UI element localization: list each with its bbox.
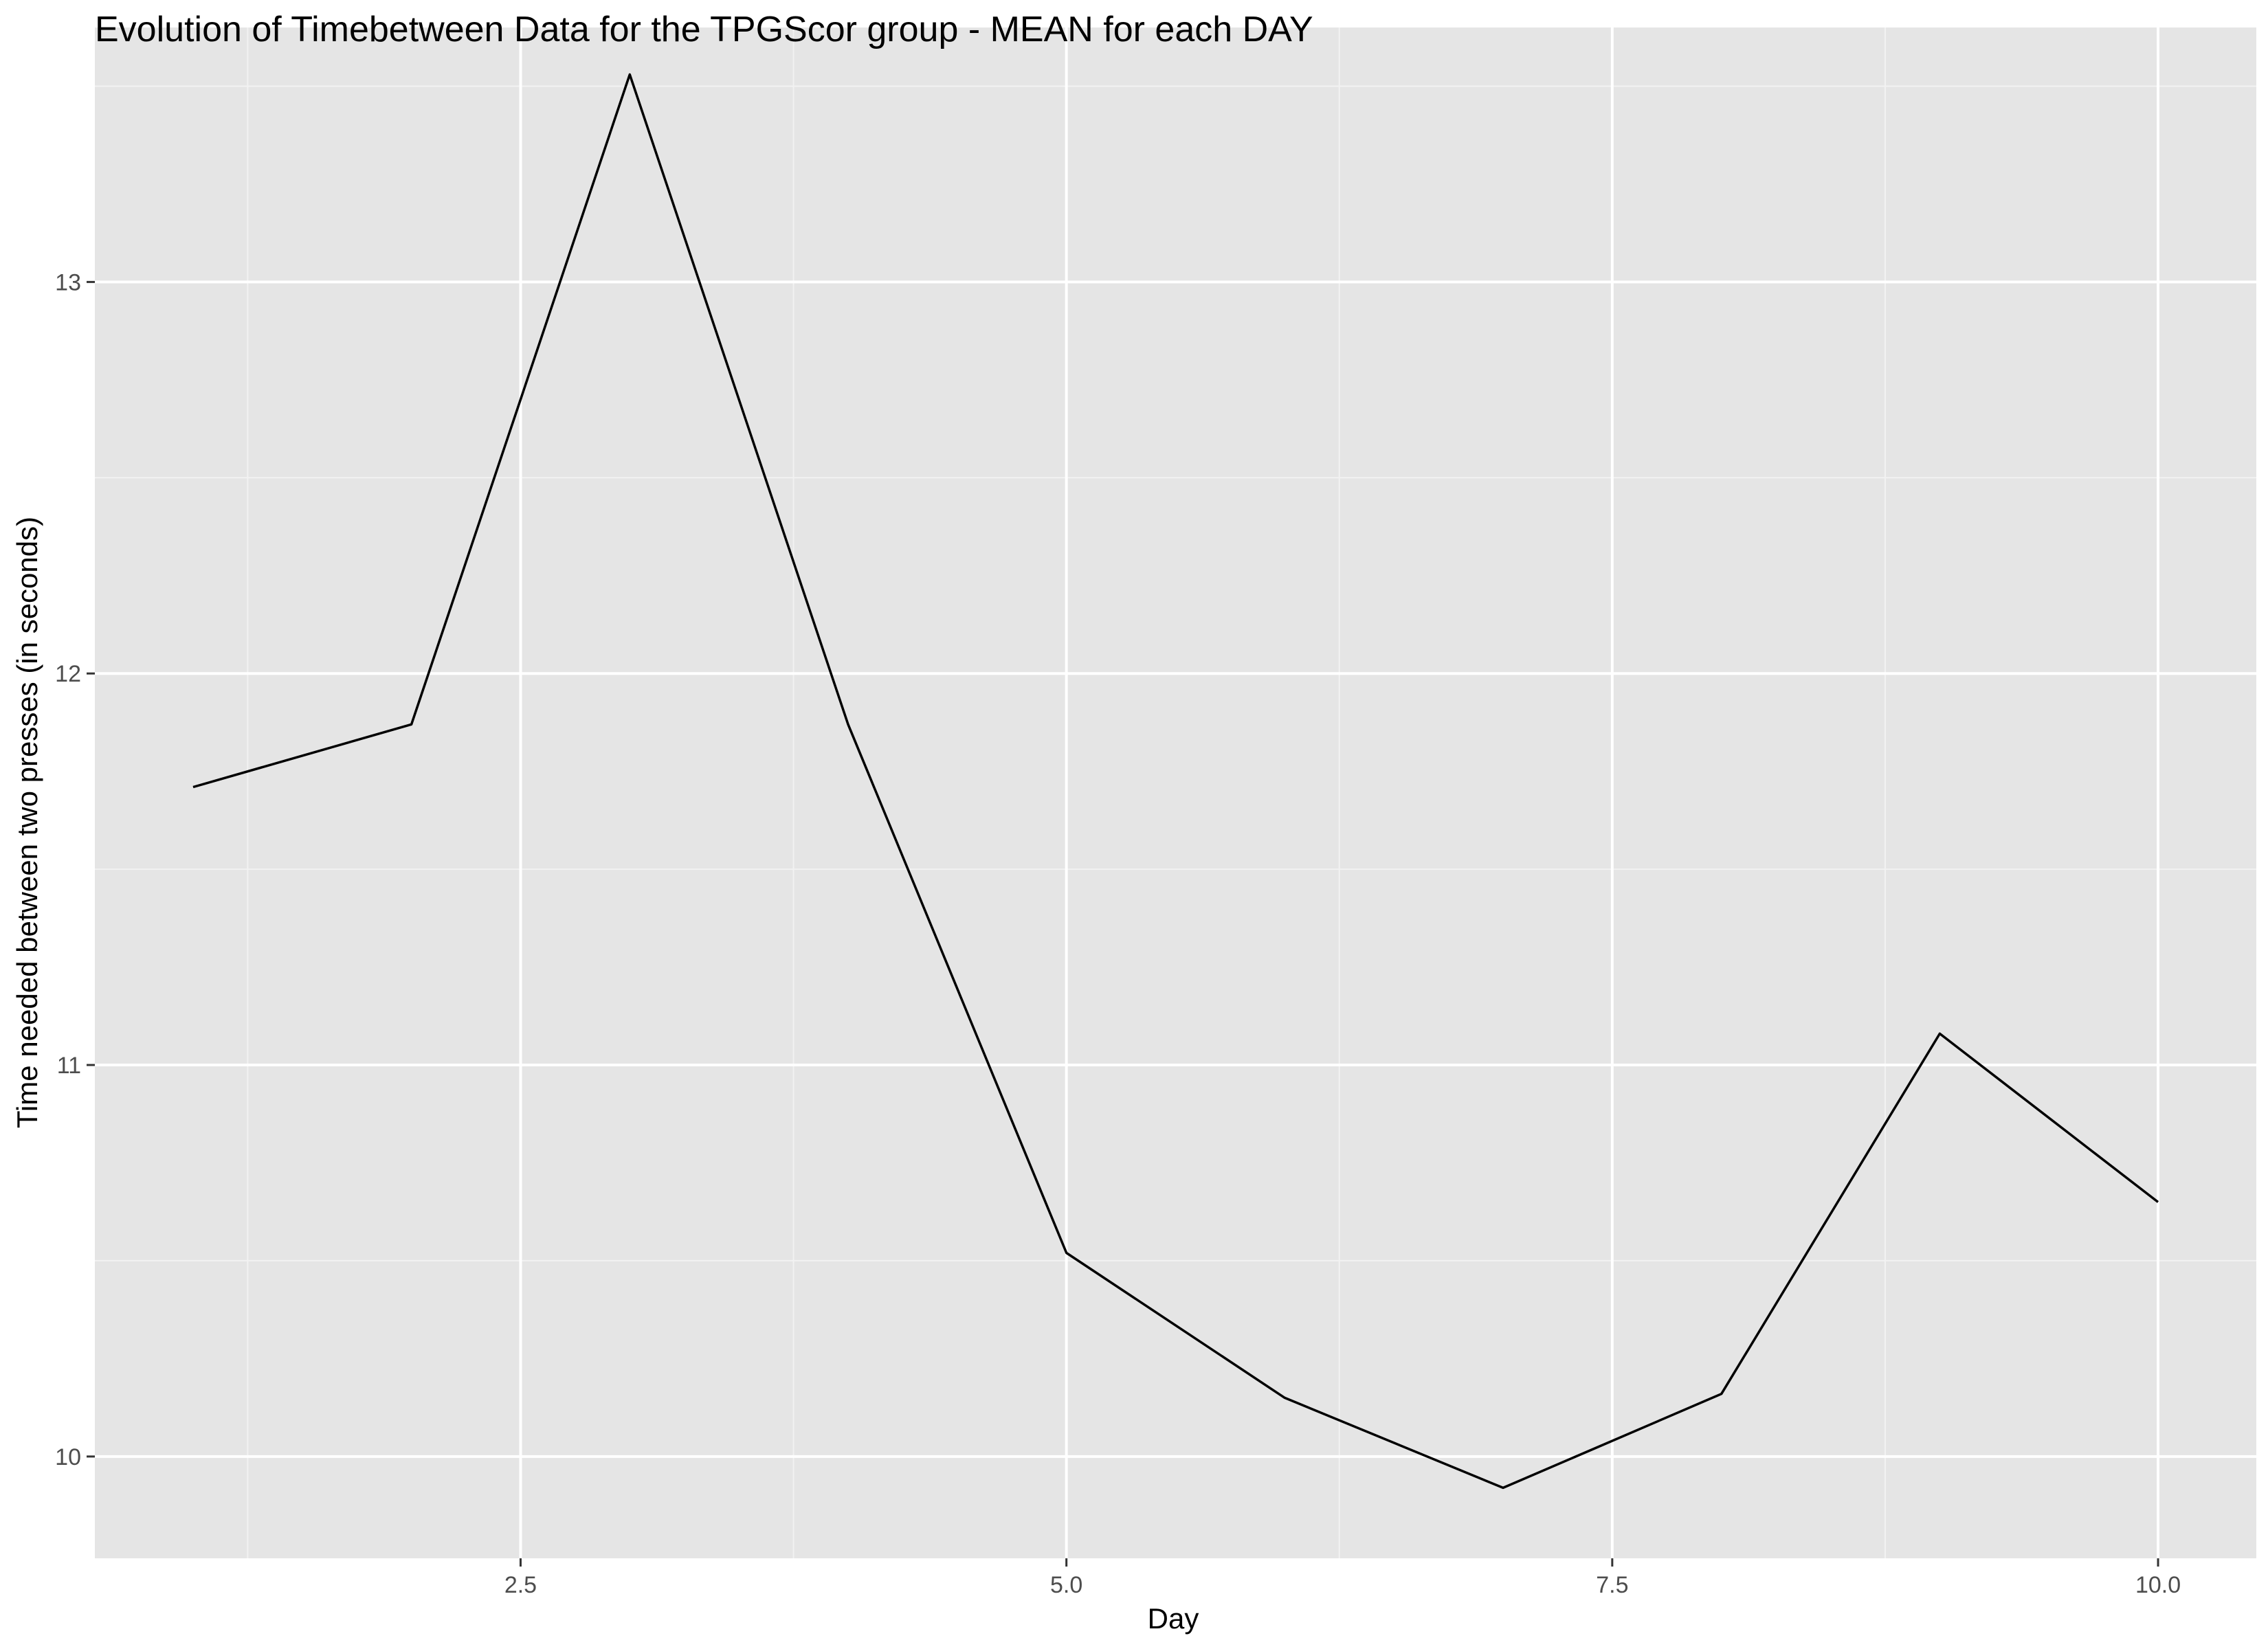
x-axis-title: Day	[1148, 1602, 1199, 1635]
y-axis: 10 11 12 13	[55, 269, 95, 1470]
data-point	[1717, 1390, 1726, 1398]
data-point	[189, 783, 197, 791]
series-line-0	[192, 73, 2159, 1490]
data-point	[1499, 1483, 1507, 1492]
plot-panel	[95, 27, 2256, 1558]
x-tick-label: 5.0	[1050, 1572, 1082, 1598]
data-point	[625, 70, 634, 78]
y-tick-label: 13	[55, 269, 81, 295]
x-tick-label: 2.5	[504, 1572, 537, 1598]
data-point	[1063, 1249, 1071, 1257]
series-layer	[189, 70, 2162, 1492]
x-tick-label: 10.0	[2135, 1572, 2181, 1598]
y-tick-label: 10	[55, 1444, 81, 1470]
data-point	[2154, 1198, 2162, 1206]
data-point	[1935, 1029, 1944, 1037]
data-point	[408, 720, 416, 728]
x-axis: 2.5 5.0 7.5 10.0	[504, 1558, 2181, 1598]
data-point	[844, 720, 852, 728]
y-tick-label: 11	[57, 1053, 81, 1079]
major-gridlines	[95, 27, 2256, 1558]
data-point	[1280, 1393, 1289, 1402]
y-tick-label: 12	[55, 661, 81, 687]
y-axis-title: Time needed between two presses (in seco…	[11, 517, 43, 1128]
chart-title: Evolution of Timebetween Data for the TP…	[95, 10, 1313, 49]
x-tick-label: 7.5	[1596, 1572, 1628, 1598]
